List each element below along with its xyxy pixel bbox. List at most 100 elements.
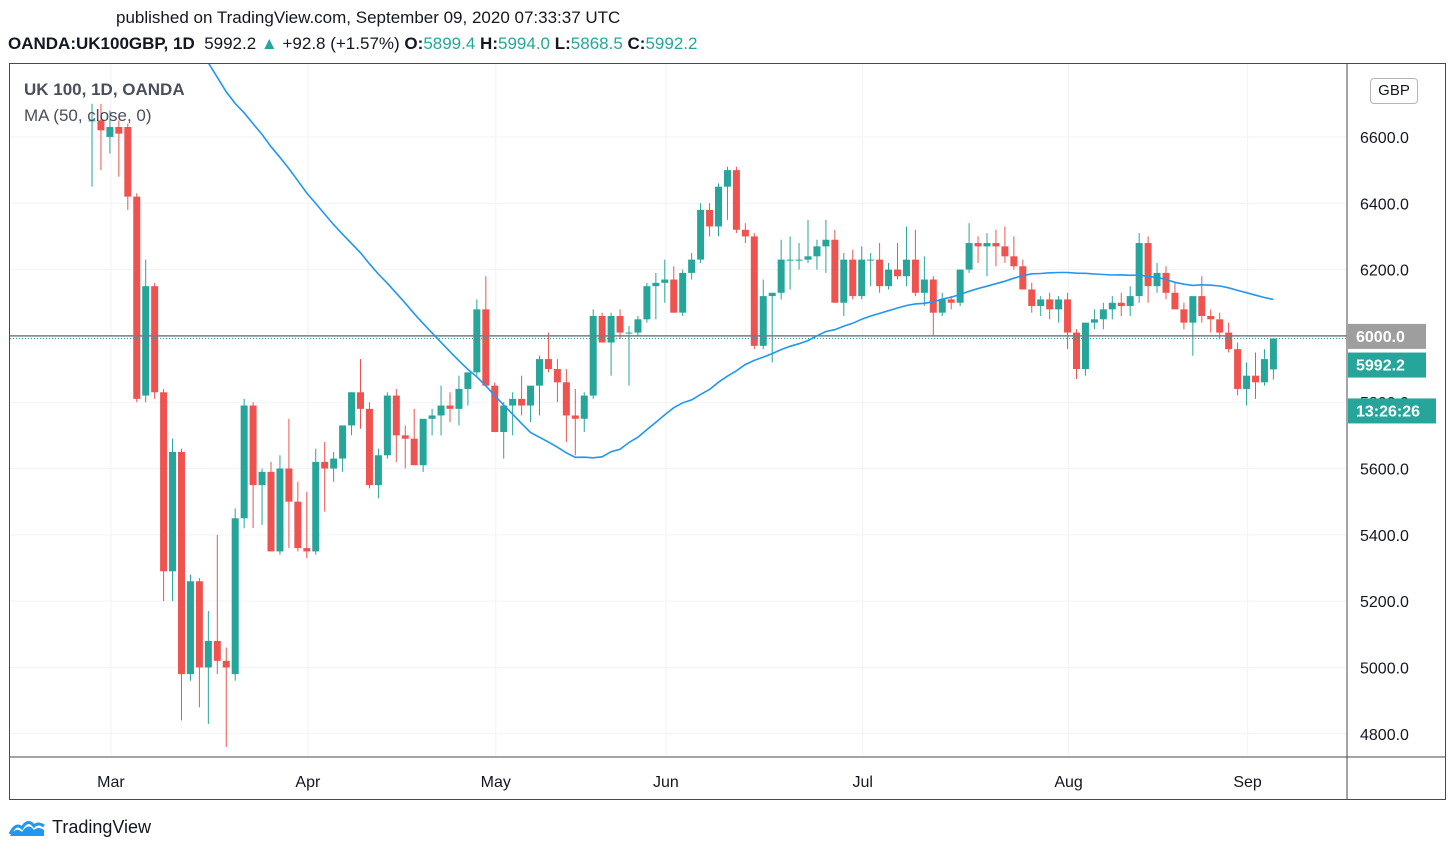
price-tag-bg [1348,323,1426,349]
candle-body [142,286,150,396]
x-tick-label: Jul [853,774,873,791]
candle-body [929,279,937,313]
candle-body [679,272,687,313]
candle-body [831,239,839,303]
candle-body [956,269,964,303]
candle-body [178,451,185,675]
currency-button[interactable]: GBP [1370,78,1418,104]
price-change: +92.8 (+1.57%) [282,34,400,53]
candle-body [598,316,606,343]
candle-body [1180,309,1188,323]
candle-body [285,468,293,502]
candle-body [231,518,239,675]
candle-body [1189,296,1197,323]
candle-body [723,170,731,187]
candle-body [330,458,338,469]
candle-body [992,243,1000,247]
candle-body [1055,299,1063,310]
candle-body [1171,292,1179,310]
tradingview-brand[interactable]: TradingView [8,816,151,838]
candle-body [204,640,212,668]
candle-body [240,405,248,519]
candle-body [222,660,230,668]
chart-legend-title: UK 100, 1D, OANDA [24,80,185,99]
candle-body [983,243,991,247]
candle-body [357,392,364,409]
candle-body [1260,359,1268,383]
candle-body [446,405,454,409]
low-label: L: [554,34,571,53]
y-tick-label: 6600.0 [1360,130,1409,147]
candle-body [348,392,356,426]
candles [10,103,1347,748]
price-tag-label: 5992.2 [1356,358,1405,375]
candle-body [428,415,436,419]
candle-body [124,127,132,197]
price-tag-label: 6000.0 [1356,329,1405,346]
candle-body [374,455,382,486]
x-tick-label: Aug [1054,774,1082,791]
candle-body [1117,302,1125,307]
candle-body [321,461,329,469]
candle-body [876,259,884,287]
candle-body [392,395,400,436]
candle-body [1037,299,1045,307]
candle-body [1010,256,1018,267]
candle-body [840,259,848,303]
candle-body [294,501,302,549]
candle-body [804,256,812,260]
candle-body [464,372,472,389]
y-tick-label: 6400.0 [1360,196,1409,213]
candle-body [580,395,588,419]
y-tick-label: 6200.0 [1360,263,1409,280]
candle-body [894,269,901,277]
candle-body [849,259,857,297]
candle-body [938,299,946,313]
candle-body [1198,296,1206,316]
price-tag-bg [1348,352,1426,378]
price-tag-label: 13:26:26 [1356,403,1420,420]
candle-body [1153,272,1161,287]
candle-body [213,640,221,661]
candle-body [858,259,866,297]
candle-body [920,279,928,293]
candle-body [813,246,821,257]
candle-body [410,438,418,466]
candle-body [777,259,785,293]
candle-body [106,127,114,137]
candle-body [643,286,651,320]
candle-body [1269,338,1277,370]
x-tick-label: Mar [97,774,125,791]
ma-legend[interactable]: MA (50, close, 0) [24,106,152,125]
candle-body [1081,322,1089,370]
candle-body [258,471,266,486]
open-label: O: [404,34,424,53]
candle-body [365,408,373,486]
high-label: H: [480,34,498,53]
candle-body [553,369,561,383]
candle-body [267,471,275,552]
candle-body [715,186,722,227]
candle-body [133,196,141,399]
candle-body [527,385,535,406]
close-value: 5992.2 [645,34,698,53]
candle-body [195,581,203,668]
candle-body [688,259,696,273]
chart-frame [9,63,1446,800]
candle-body [1225,332,1233,350]
candle-body [974,243,982,247]
candle-body [303,548,311,552]
candle-body [741,229,749,237]
last-price: 5992.2 [204,34,257,53]
x-tick-label: May [481,774,511,791]
candle-body [276,468,284,552]
low-value: 5868.5 [570,34,623,53]
candle-body [822,239,830,247]
candle-body [661,279,669,283]
candle-body [536,359,543,386]
candle-body [1073,332,1080,370]
candle-body [589,316,597,396]
candle-body [88,120,96,122]
candle-body [607,316,615,343]
